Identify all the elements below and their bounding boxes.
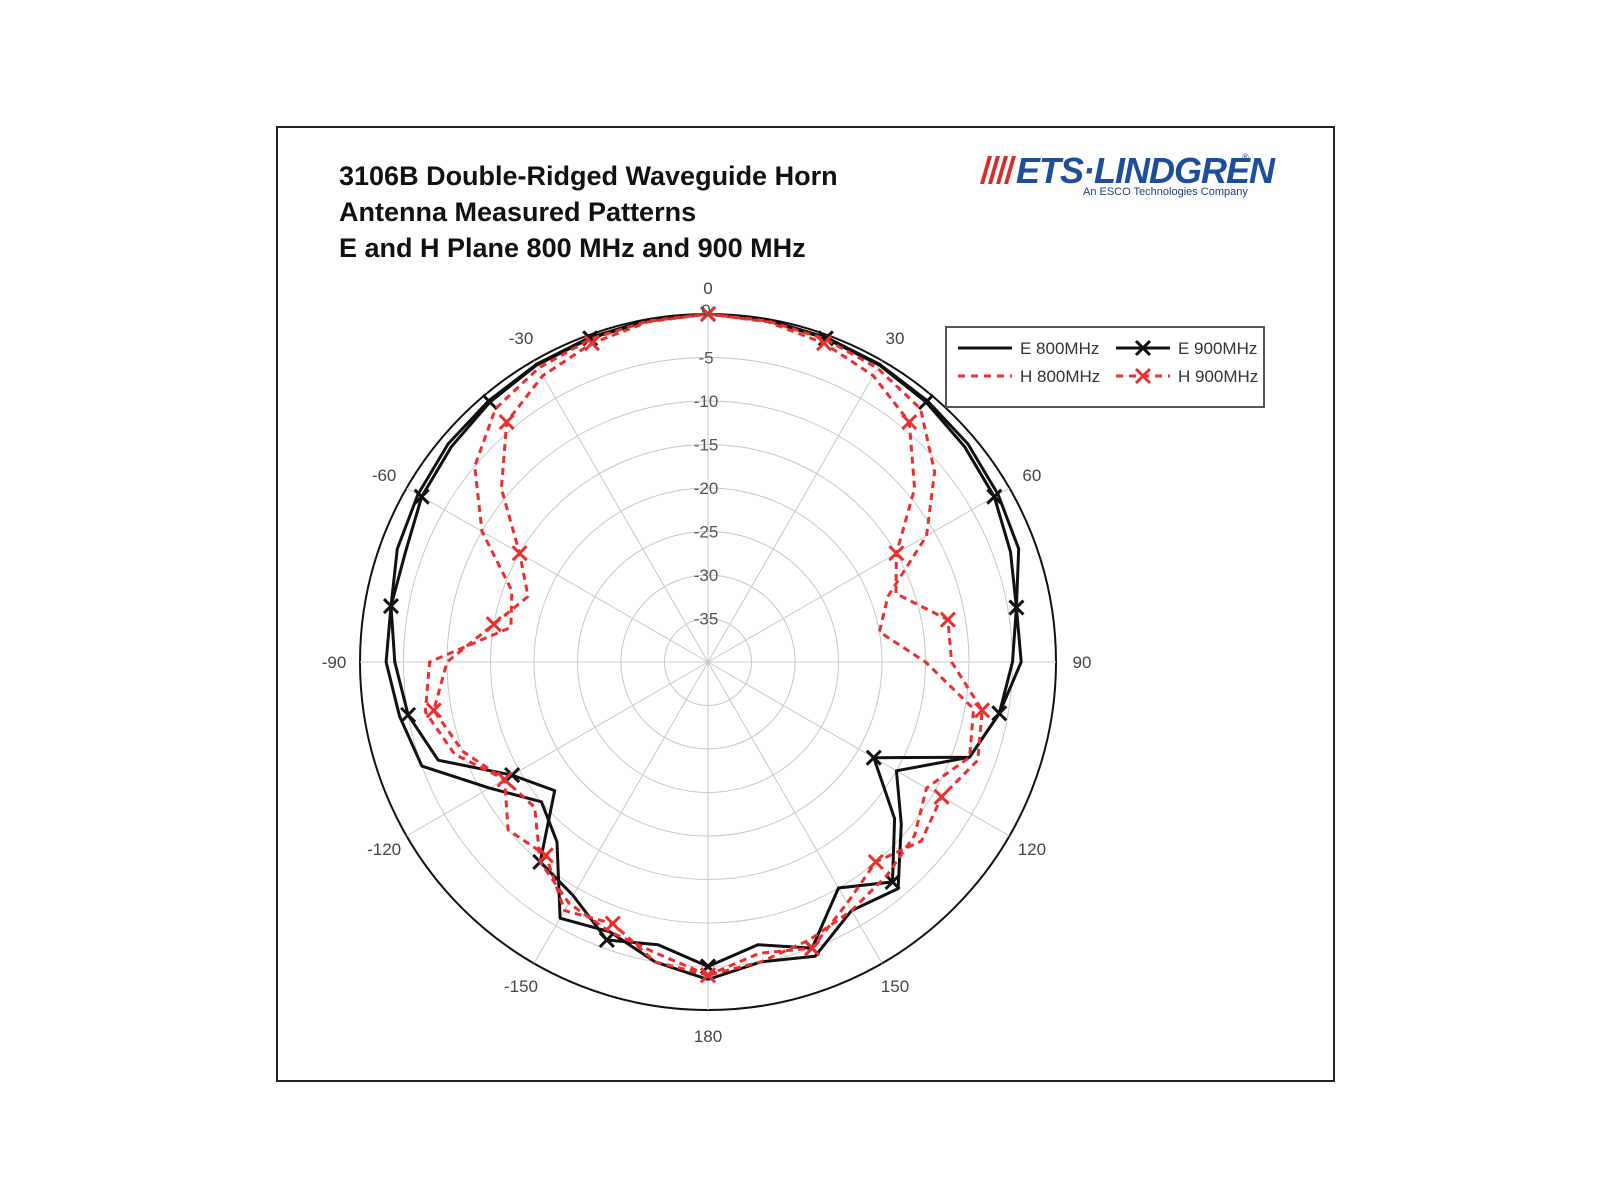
radial-tick-label: -35	[694, 610, 719, 629]
legend: E 800MHz E 900MHz H 800MHz H 900MHz	[945, 326, 1265, 408]
logo-tagline: An ESCO Technologies Company	[1083, 186, 1248, 198]
legend-entry: E 800MHz	[958, 339, 1099, 358]
legend-label: E 900MHz	[1178, 339, 1257, 358]
angle-tick-label: -30	[509, 329, 534, 348]
series-marker	[511, 545, 528, 562]
series-marker	[865, 749, 882, 766]
legend-label: H 900MHz	[1178, 367, 1258, 386]
grid-spoke	[533, 661, 709, 964]
grid-spoke	[707, 487, 1010, 663]
radial-tick-label: -25	[694, 523, 719, 542]
angle-tick-label: 150	[881, 977, 909, 996]
series-marker	[604, 915, 621, 932]
series-h-900mhz	[425, 305, 991, 984]
series-marker	[382, 598, 400, 615]
grid-spoke	[707, 360, 883, 663]
series-marker	[939, 611, 956, 628]
series-marker	[986, 488, 1003, 505]
legend-marker	[1134, 339, 1152, 357]
series-marker	[918, 394, 935, 411]
radial-tick-label: -15	[694, 436, 719, 455]
series-marker	[425, 702, 442, 719]
series-marker	[815, 335, 833, 352]
series-marker	[583, 335, 601, 352]
grid-spoke	[707, 661, 1010, 837]
registered-mark: ®	[1242, 152, 1249, 162]
legend-label: H 800MHz	[1020, 367, 1100, 386]
grid-spoke	[406, 487, 709, 663]
legend-label: E 800MHz	[1020, 339, 1099, 358]
chart-title: 3106B Double-Ridged Waveguide Horn Anten…	[339, 158, 838, 266]
title-line-1: 3106B Double-Ridged Waveguide Horn	[339, 161, 838, 191]
chart-frame: 3106B Double-Ridged Waveguide Horn Anten…	[276, 126, 1335, 1082]
series-marker	[413, 488, 430, 505]
series-marker	[400, 706, 417, 723]
series-marker	[504, 767, 521, 784]
grid-spoke	[707, 661, 883, 964]
series-marker	[537, 847, 554, 864]
radial-tick-label: -5	[698, 349, 713, 368]
legend-entry: H 800MHz	[958, 367, 1100, 386]
series-marker	[598, 931, 615, 949]
angle-tick-label: 120	[1018, 840, 1046, 859]
angle-tick-label: 60	[1022, 466, 1041, 485]
legend-box	[945, 326, 1265, 408]
angle-tick-label: 90	[1073, 653, 1092, 672]
legend-entry: H 900MHz	[1116, 367, 1258, 386]
angle-tick-label: -90	[322, 653, 347, 672]
logo-stripes-icon	[980, 156, 1016, 184]
radial-tick-label: -10	[694, 392, 719, 411]
series-marker	[901, 414, 918, 431]
title-line-3: E and H Plane 800 MHz and 900 MHz	[339, 233, 806, 263]
series-marker	[888, 545, 905, 562]
angle-tick-label: 30	[886, 329, 905, 348]
series-marker	[699, 967, 717, 984]
angle-tick-label: 0	[703, 279, 712, 298]
series-marker	[496, 771, 513, 788]
logo-wordmark: ETS·LINDGREN	[1016, 150, 1275, 191]
legend-entry: E 900MHz	[1116, 339, 1257, 358]
axis-labels: 0 30 60 90 120 150 180 -150 -120 -90 -60 -30 0 -5 -10 -…	[322, 279, 1092, 1046]
series-marker	[1008, 599, 1025, 616]
angle-tick-label: -60	[372, 466, 397, 485]
title-line-2: Antenna Measured Patterns	[339, 197, 697, 227]
series-marker	[974, 702, 991, 719]
series-marker	[481, 394, 498, 411]
legend-marker	[1134, 367, 1152, 385]
radial-tick-label: 0	[701, 301, 710, 320]
company-logo: ETS·LINDGREN ® An ESCO Technologies Comp…	[978, 150, 1275, 202]
angle-tick-label: -120	[367, 840, 401, 859]
grid-spoke	[533, 360, 709, 663]
angle-tick-label: 180	[694, 1027, 722, 1046]
series-line	[389, 312, 1023, 968]
series-marker	[498, 414, 515, 431]
series-marker	[485, 616, 502, 633]
radial-tick-label: -20	[694, 479, 719, 498]
grid-spoke	[406, 661, 709, 837]
series-marker	[804, 940, 821, 957]
angle-tick-label: -150	[504, 977, 538, 996]
series-marker	[884, 873, 901, 890]
radial-tick-label: -30	[694, 566, 719, 585]
series-marker	[867, 853, 884, 870]
series-layer	[382, 305, 1025, 984]
series-marker	[991, 705, 1008, 722]
series-marker	[933, 788, 950, 805]
series-marker	[699, 305, 717, 323]
